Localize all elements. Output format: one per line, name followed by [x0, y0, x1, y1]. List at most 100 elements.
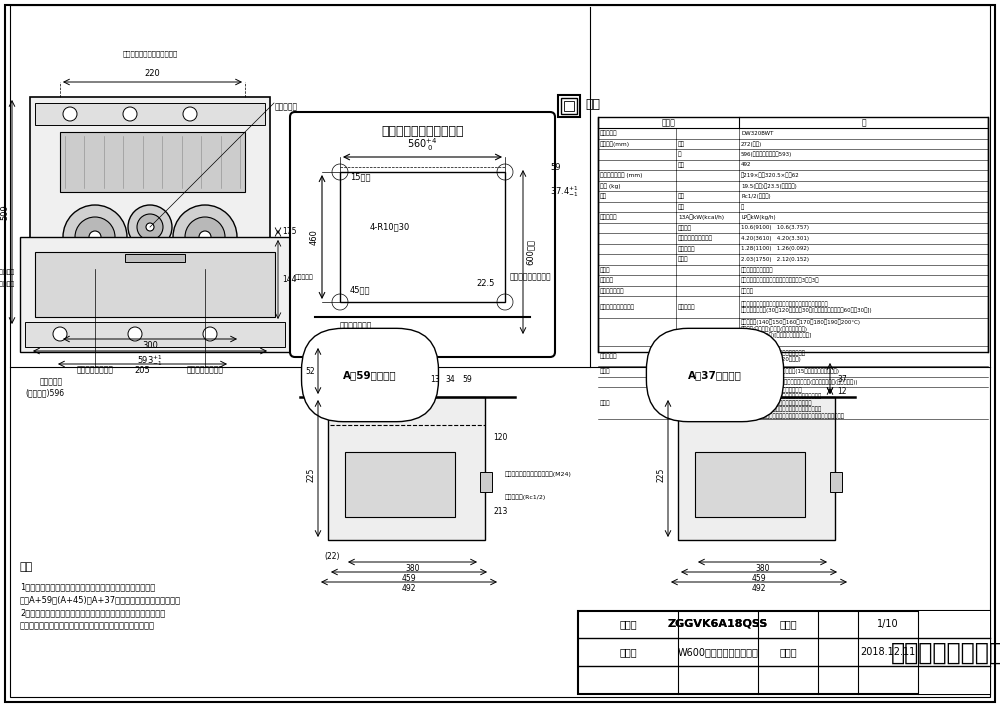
Text: キャビネット開口量: キャビネット開口量 — [510, 272, 552, 281]
Text: オーブンなどとのガス接続口(M24): オーブンなどとのガス接続口(M24) — [505, 471, 572, 477]
Text: 日　付: 日 付 — [779, 647, 797, 657]
Text: 点火ボタン兼し忘れブザー、らくらく点火
高機能油膜形成グリル、グリル扉スライド式、分割鍋棚
カスタマイズ機能、電源交換サイン、ロック機能
コンロ使用中お知らせブ: 点火ボタン兼し忘れブザー、らくらく点火 高機能油膜形成グリル、グリル扉スライド式… — [741, 387, 845, 419]
Text: 調理モード: 調理モード — [678, 379, 696, 385]
Bar — [480, 472, 492, 492]
Text: ガス接続口(Rc1/2): ガス接続口(Rc1/2) — [505, 494, 546, 500]
Circle shape — [63, 107, 77, 121]
Text: 492: 492 — [402, 584, 416, 593]
Text: LP　kW(kg/h): LP kW(kg/h) — [741, 214, 776, 220]
Text: 後バーナー: 後バーナー — [600, 354, 618, 358]
Bar — [35, 252, 275, 317]
Bar — [695, 452, 805, 517]
Text: A＋59設置状態: A＋59設置状態 — [343, 370, 397, 380]
Text: 高さ: 高さ — [678, 141, 685, 146]
Text: 52: 52 — [305, 366, 315, 375]
Text: 尺　度: 尺 度 — [779, 619, 797, 629]
Text: 温度キープ(140・150・160・170・180・190・200°C)
湯わかし(沸騰保温)、炊飯(ごはん・おかゆ)
タイマー(1～99分)[右高火力バーナー: 温度キープ(140・150・160・170・180・190・200°C) 湯わか… — [741, 320, 861, 344]
Text: 4-R10〜30: 4-R10〜30 — [370, 223, 410, 231]
Text: 左・右高火力バーナー: 左・右高火力バーナー — [678, 235, 713, 241]
Text: 459: 459 — [752, 574, 766, 583]
Text: 2.03(1750)   2.12(0.152): 2.03(1750) 2.12(0.152) — [741, 257, 809, 262]
Text: 144: 144 — [282, 275, 296, 284]
Text: 後バーナー: 後バーナー — [275, 102, 298, 111]
Circle shape — [173, 205, 237, 269]
Bar — [561, 98, 577, 114]
Circle shape — [185, 217, 225, 257]
Text: プッシュレバー器具栓: プッシュレバー器具栓 — [741, 267, 774, 272]
Circle shape — [146, 223, 154, 231]
Bar — [678, 397, 835, 540]
Text: 電池ケースふた: 電池ケースふた — [0, 281, 15, 287]
Text: 380: 380 — [755, 564, 770, 573]
Text: 560$^{+4}_{\ 0}$: 560$^{+4}_{\ 0}$ — [407, 136, 438, 153]
Text: ガス消費量: ガス消費量 — [600, 214, 618, 220]
Text: 防火性能認定品ラベル内容に従って設置してください。: 防火性能認定品ラベル内容に従って設置してください。 — [20, 621, 155, 630]
Text: 熱電対式: 熱電対式 — [741, 288, 754, 293]
Text: 225: 225 — [306, 467, 315, 481]
Text: 4.20(3610)   4.20(3.301): 4.20(3610) 4.20(3.301) — [741, 235, 809, 241]
Text: 機　番: 機 番 — [619, 619, 637, 629]
Text: 272(全高): 272(全高) — [741, 141, 762, 146]
Circle shape — [128, 327, 142, 341]
Text: 安全モード: 安全モード — [678, 354, 696, 358]
Circle shape — [128, 205, 172, 249]
Text: (本体寸法)596: (本体寸法)596 — [25, 388, 64, 397]
Text: グリル: グリル — [678, 257, 688, 262]
Text: (22): (22) — [324, 552, 340, 561]
Text: 過熱防止センサー、消し忘れ消火機能(15分・調理タイマー兼用): 過熱防止センサー、消し忘れ消火機能(15分・調理タイマー兼用) — [741, 368, 840, 374]
Bar — [830, 472, 842, 492]
Text: 59: 59 — [550, 163, 560, 172]
Text: ZGGVK6A18QSS: ZGGVK6A18QSS — [668, 619, 768, 629]
Text: 安全モード: 安全モード — [678, 304, 696, 310]
Text: 300: 300 — [142, 341, 158, 350]
Bar — [25, 322, 285, 347]
Text: その他: その他 — [600, 400, 610, 406]
Text: ワークトップ面: ワークトップ面 — [340, 321, 372, 330]
Text: 調理油過熱防止装置、焦げつき自動消火機能
消し忘れ消火機能(30～120分可変): 調理油過熱防止装置、焦げつき自動消火機能 消し忘れ消火機能(30～120分可変) — [741, 350, 806, 362]
Text: 37: 37 — [837, 375, 847, 383]
Text: 調理操作部: 調理操作部 — [295, 274, 314, 280]
Text: 596(トッププレート部593): 596(トッププレート部593) — [741, 151, 792, 157]
Bar — [578, 611, 990, 694]
Text: 593$^{+1}_{-1}$: 593$^{+1}_{-1}$ — [137, 353, 163, 368]
Text: 電気: 電気 — [678, 204, 685, 209]
Text: 注記: 注記 — [20, 562, 33, 572]
Text: 10.6(9100)   10.6(3.757): 10.6(9100) 10.6(3.757) — [741, 226, 809, 230]
Text: Rc1/2(メネジ): Rc1/2(メネジ) — [741, 194, 771, 199]
Text: 立消え安全装置: 立消え安全装置 — [600, 288, 624, 293]
Text: 器具栓: 器具栓 — [600, 267, 610, 272]
Text: 600以上: 600以上 — [526, 239, 535, 265]
Text: 仕様: 仕様 — [585, 98, 600, 112]
Text: ガス接続口: ガス接続口 — [40, 377, 63, 386]
Bar — [20, 237, 290, 352]
Text: 幅: 幅 — [678, 151, 682, 157]
Bar — [60, 132, 245, 192]
Text: 左・右高火力バーナー: 左・右高火力バーナー — [600, 304, 635, 310]
Text: 120: 120 — [493, 433, 507, 441]
Text: クリナップ株式会社: クリナップ株式会社 — [890, 641, 1000, 665]
Text: 175: 175 — [282, 228, 296, 237]
Text: 項　目: 項 目 — [662, 118, 675, 127]
Text: 記: 記 — [861, 118, 866, 127]
Text: 幅219×奥行320.5×高さ62: 幅219×奥行320.5×高さ62 — [741, 173, 800, 178]
Text: 380: 380 — [405, 564, 420, 573]
Text: 外形寸法(mm): 外形寸法(mm) — [600, 141, 630, 146]
Bar — [558, 95, 580, 117]
Text: 19.5(本体)　23.5(梱包含む): 19.5(本体) 23.5(梱包含む) — [741, 183, 797, 189]
Text: 37.4$^{+1}_{-1}$: 37.4$^{+1}_{-1}$ — [550, 185, 579, 199]
Text: 1.28(1100)   1.26(0.092): 1.28(1100) 1.26(0.092) — [741, 246, 809, 251]
Circle shape — [203, 327, 217, 341]
Text: 後バーナー: 後バーナー — [678, 246, 696, 252]
Circle shape — [89, 231, 101, 243]
Bar — [340, 172, 505, 302]
Text: 全点火時: 全点火時 — [678, 225, 692, 230]
Text: 460: 460 — [310, 229, 319, 245]
Bar — [598, 117, 988, 352]
Circle shape — [137, 214, 163, 240]
Circle shape — [183, 107, 197, 121]
Text: 15以上: 15以上 — [350, 173, 370, 182]
Text: 220: 220 — [145, 69, 160, 78]
Text: 34: 34 — [445, 375, 455, 383]
Bar — [30, 97, 270, 327]
Text: 59: 59 — [462, 375, 472, 383]
